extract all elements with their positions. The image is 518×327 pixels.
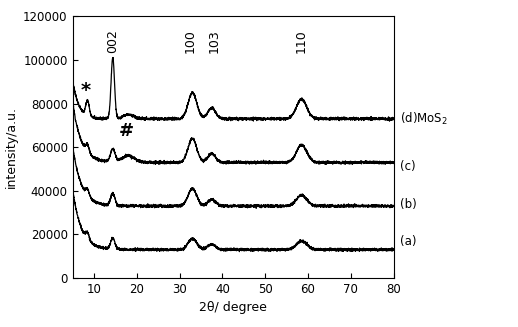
- Text: (d)MoS$_2$: (d)MoS$_2$: [400, 111, 448, 127]
- Text: 002: 002: [106, 29, 119, 53]
- Text: *: *: [80, 81, 91, 100]
- X-axis label: 2θ/ degree: 2θ/ degree: [199, 301, 267, 314]
- Text: (b): (b): [400, 198, 417, 212]
- Y-axis label: intensity/a.u.: intensity/a.u.: [5, 106, 18, 188]
- Text: #: #: [119, 122, 134, 140]
- Text: 103: 103: [207, 30, 220, 53]
- Text: (a): (a): [400, 235, 416, 249]
- Text: (c): (c): [400, 160, 416, 173]
- Text: 110: 110: [295, 30, 308, 53]
- Text: 100: 100: [184, 29, 197, 53]
